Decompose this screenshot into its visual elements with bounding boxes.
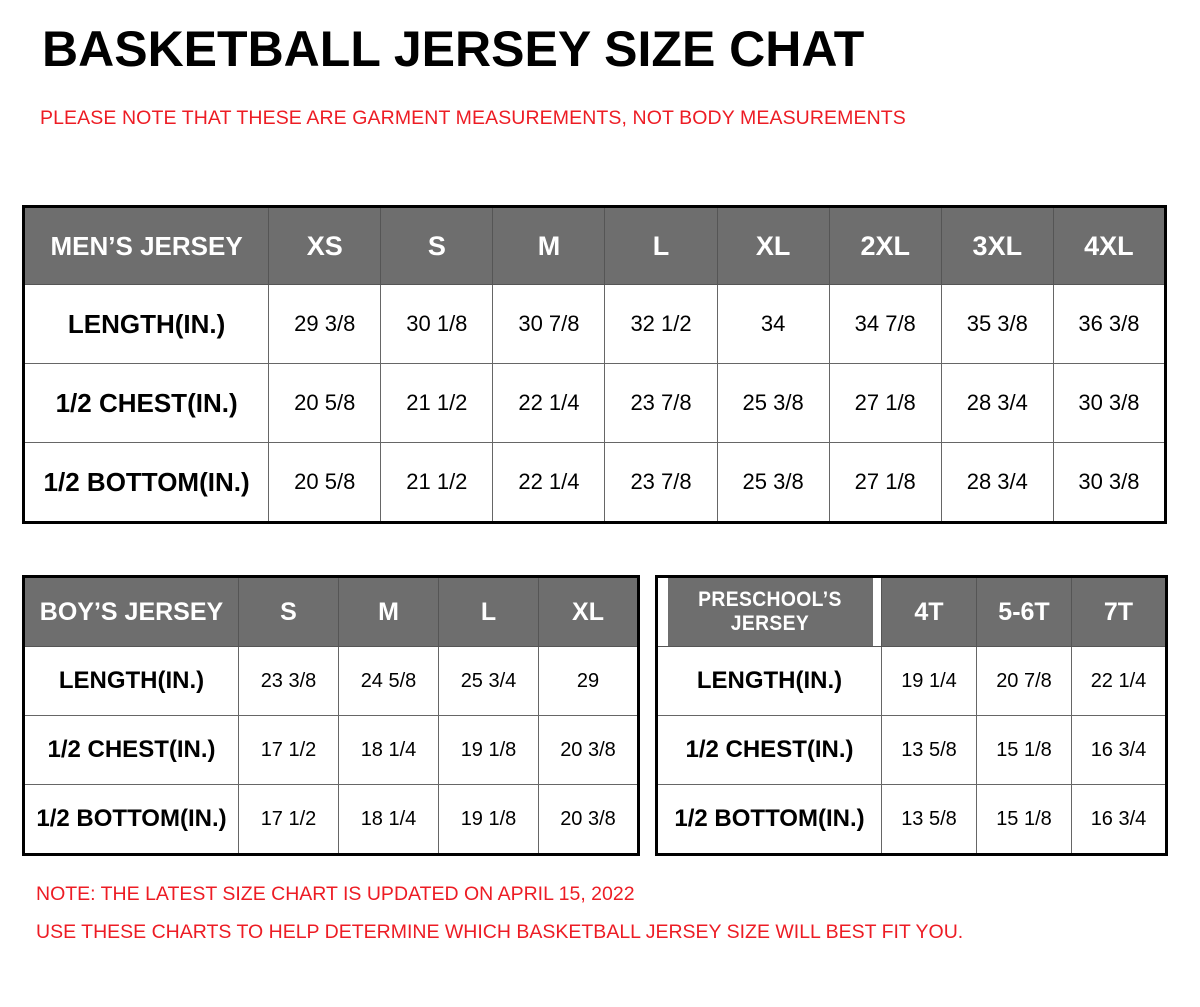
boys-bottom-l: 19 1/8 [438, 784, 539, 855]
boys-header-size-s: S [238, 576, 339, 647]
preschool-bottom-4t: 13 5/8 [881, 784, 977, 855]
mens-header-label: MEN’S JERSEY [22, 206, 270, 285]
preschool-length-4t: 19 1/4 [881, 646, 977, 716]
boys-table-head: BOY’S JERSEY S M L XL [23, 576, 639, 647]
mens-length-l: 32 1/2 [604, 284, 718, 364]
boys-chest-l: 19 1/8 [438, 715, 539, 785]
mens-jersey-size-table: MEN’S JERSEY XS S M L XL 2XL 3XL 4XL LEN… [22, 205, 1167, 524]
boys-length-xl: 29 [538, 646, 639, 716]
table-row: 1/2 BOTTOM(IN.) 17 1/2 18 1/4 19 1/8 20 … [23, 784, 639, 855]
table-row: 1/2 CHEST(IN.) 20 5/8 21 1/2 22 1/4 23 7… [22, 363, 1167, 443]
mens-bottom-4xl: 30 3/8 [1052, 442, 1167, 523]
table-row: LENGTH(IN.) 19 1/4 20 7/8 22 1/4 [656, 646, 1167, 716]
mens-chest-xs: 20 5/8 [268, 363, 382, 443]
boys-chest-s: 17 1/2 [238, 715, 339, 785]
mens-length-xl: 34 [716, 284, 830, 364]
table-row: 1/2 CHEST(IN.) 17 1/2 18 1/4 19 1/8 20 3… [23, 715, 639, 785]
boys-bottom-xl: 20 3/8 [538, 784, 639, 855]
boys-header-row: BOY’S JERSEY S M L XL [23, 576, 639, 647]
preschool-bottom-5-6t: 15 1/8 [976, 784, 1072, 855]
boys-length-m: 24 5/8 [338, 646, 439, 716]
boys-bottom-s: 17 1/2 [238, 784, 339, 855]
preschool-chest-4t: 13 5/8 [881, 715, 977, 785]
mens-bottom-3xl: 28 3/4 [940, 442, 1054, 523]
preschool-table-body: LENGTH(IN.) 19 1/4 20 7/8 22 1/4 1/2 CHE… [656, 646, 1167, 855]
mens-length-m: 30 7/8 [492, 284, 606, 364]
preschool-header-label: PRESCHOOL’S JERSEY [665, 576, 873, 647]
boys-header-size-l: L [438, 576, 539, 647]
preschool-header-size-4t: 4T [881, 576, 977, 647]
mens-header-size-l: L [604, 206, 718, 285]
mens-bottom-l: 23 7/8 [604, 442, 718, 523]
mens-length-3xl: 35 3/8 [940, 284, 1054, 364]
preschool-table-head: PRESCHOOL’S JERSEY 4T 5-6T 7T [657, 576, 1167, 647]
mens-length-4xl: 36 3/8 [1052, 284, 1167, 364]
mens-row-label-bottom: 1/2 BOTTOM(IN.) [22, 442, 270, 523]
preschool-bottom-7t: 16 3/4 [1071, 784, 1167, 855]
table-row: LENGTH(IN.) 29 3/8 30 1/8 30 7/8 32 1/2 … [22, 284, 1167, 364]
mens-chest-s: 21 1/2 [380, 363, 494, 443]
boys-bottom-m: 18 1/4 [338, 784, 439, 855]
mens-header-size-m: M [492, 206, 606, 285]
mens-bottom-s: 21 1/2 [380, 442, 494, 523]
mens-bottom-2xl: 27 1/8 [828, 442, 942, 523]
boys-jersey-size-table: BOY’S JERSEY S M L XL LENGTH(IN.) 23 3/8… [22, 575, 640, 856]
preschool-row-label-length: LENGTH(IN.) [656, 646, 882, 716]
mens-header-size-3xl: 3XL [940, 206, 1054, 285]
mens-header-row: MEN’S JERSEY XS S M L XL 2XL 3XL 4XL [22, 206, 1167, 285]
boys-header-size-xl: XL [538, 576, 639, 647]
preschool-row-label-chest: 1/2 CHEST(IN.) [656, 715, 882, 785]
boys-header-label: BOY’S JERSEY [23, 576, 239, 647]
boys-chest-m: 18 1/4 [338, 715, 439, 785]
mens-bottom-xs: 20 5/8 [268, 442, 382, 523]
preschool-chest-7t: 16 3/4 [1071, 715, 1167, 785]
mens-row-label-chest: 1/2 CHEST(IN.) [22, 363, 270, 443]
mens-header-size-xl: XL [716, 206, 830, 285]
preschool-length-7t: 22 1/4 [1071, 646, 1167, 716]
mens-chest-m: 22 1/4 [492, 363, 606, 443]
boys-length-l: 25 3/4 [438, 646, 539, 716]
mens-chest-xl: 25 3/8 [716, 363, 830, 443]
table-row: LENGTH(IN.) 23 3/8 24 5/8 25 3/4 29 [23, 646, 639, 716]
table-row: 1/2 BOTTOM(IN.) 20 5/8 21 1/2 22 1/4 23 … [22, 442, 1167, 523]
page-title: BASKETBALL JERSEY SIZE CHAT [42, 21, 865, 77]
preschool-row-label-bottom: 1/2 BOTTOM(IN.) [656, 784, 882, 855]
boys-header-size-m: M [338, 576, 439, 647]
footer-note-usage: USE THESE CHARTS TO HELP DETERMINE WHICH… [36, 920, 964, 943]
mens-table-head: MEN’S JERSEY XS S M L XL 2XL 3XL 4XL [22, 206, 1167, 285]
mens-chest-3xl: 28 3/4 [940, 363, 1054, 443]
boys-chest-xl: 20 3/8 [538, 715, 639, 785]
boys-table-body: LENGTH(IN.) 23 3/8 24 5/8 25 3/4 29 1/2 … [23, 646, 639, 855]
preschool-header-size-5-6t: 5-6T [976, 576, 1072, 647]
preschool-header-size-7t: 7T [1071, 576, 1167, 647]
mens-chest-2xl: 27 1/8 [828, 363, 942, 443]
mens-length-s: 30 1/8 [380, 284, 494, 364]
preschool-jersey-size-table: PRESCHOOL’S JERSEY 4T 5-6T 7T LENGTH(IN.… [655, 575, 1168, 856]
preschool-header-row: PRESCHOOL’S JERSEY 4T 5-6T 7T [657, 576, 1167, 647]
boys-row-label-chest: 1/2 CHEST(IN.) [23, 715, 239, 785]
mens-header-size-4xl: 4XL [1052, 206, 1167, 285]
preschool-length-5-6t: 20 7/8 [976, 646, 1072, 716]
mens-length-xs: 29 3/8 [268, 284, 382, 364]
footer-notes: NOTE: THE LATEST SIZE CHART IS UPDATED O… [36, 883, 1156, 960]
mens-bottom-xl: 25 3/8 [716, 442, 830, 523]
boys-length-s: 23 3/8 [238, 646, 339, 716]
mens-bottom-m: 22 1/4 [492, 442, 606, 523]
preschool-chest-5-6t: 15 1/8 [976, 715, 1072, 785]
mens-length-2xl: 34 7/8 [828, 284, 942, 364]
table-row: 1/2 CHEST(IN.) 13 5/8 15 1/8 16 3/4 [656, 715, 1167, 785]
mens-row-label-length: LENGTH(IN.) [22, 284, 270, 364]
mens-header-size-s: S [380, 206, 494, 285]
mens-header-size-2xl: 2XL [828, 206, 942, 285]
mens-header-size-xs: XS [268, 206, 382, 285]
mens-table-body: LENGTH(IN.) 29 3/8 30 1/8 30 7/8 32 1/2 … [22, 284, 1167, 523]
boys-row-label-length: LENGTH(IN.) [23, 646, 239, 716]
footer-note-update: NOTE: THE LATEST SIZE CHART IS UPDATED O… [36, 883, 635, 905]
mens-chest-4xl: 30 3/8 [1052, 363, 1167, 443]
boys-row-label-bottom: 1/2 BOTTOM(IN.) [23, 784, 239, 855]
mens-chest-l: 23 7/8 [604, 363, 718, 443]
table-row: 1/2 BOTTOM(IN.) 13 5/8 15 1/8 16 3/4 [656, 784, 1167, 855]
garment-measurement-note: PLEASE NOTE THAT THESE ARE GARMENT MEASU… [40, 107, 906, 129]
